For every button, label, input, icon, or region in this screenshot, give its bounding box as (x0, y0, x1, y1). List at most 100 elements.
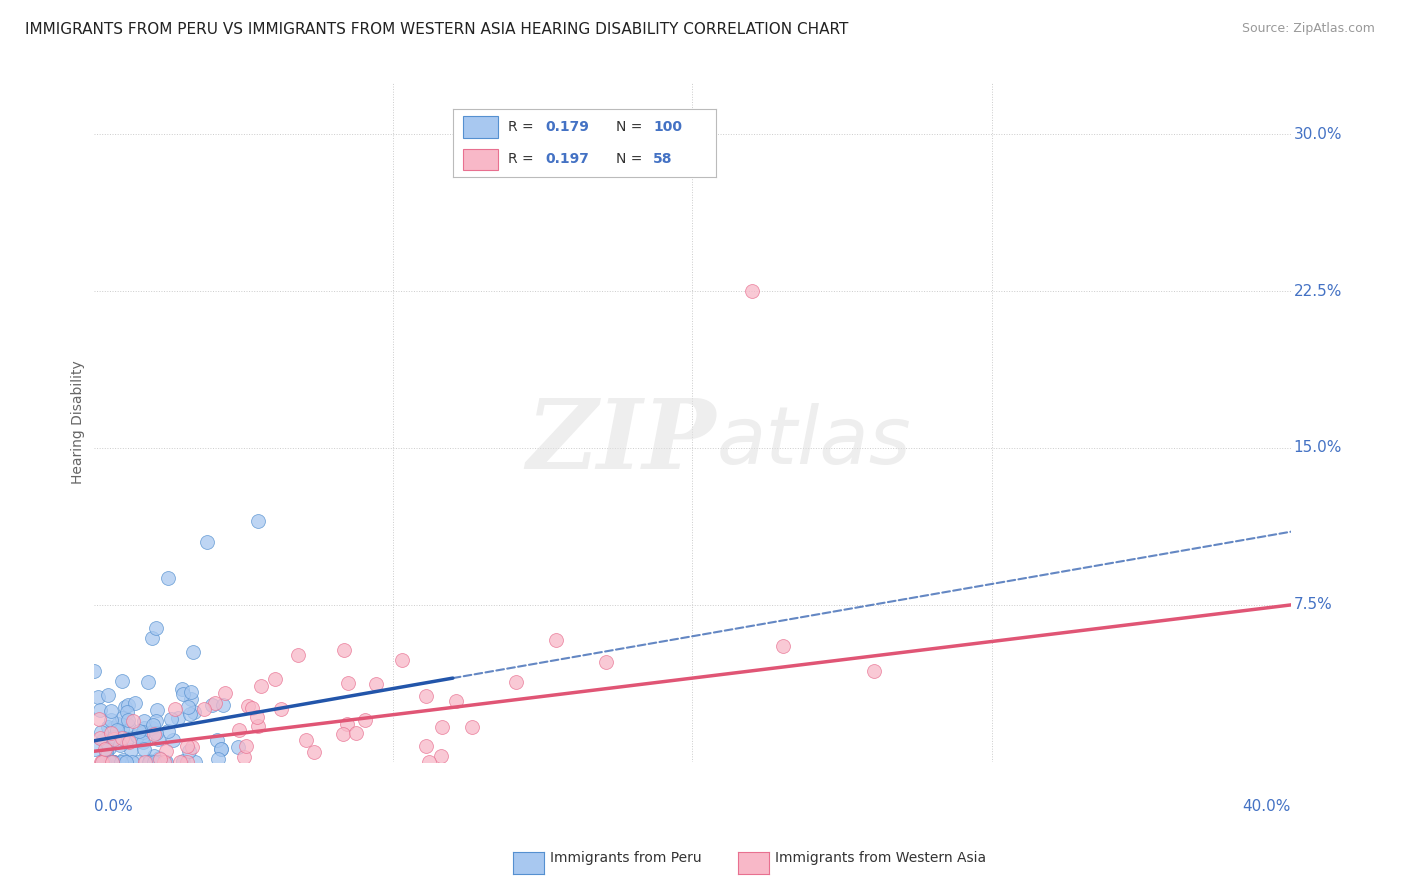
Point (90, 755, 112, 769)
Point (146, 731, 169, 746)
Point (183, 706, 205, 720)
Point (180, 692, 202, 706)
Text: Source: ZipAtlas.com: Source: ZipAtlas.com (1241, 22, 1375, 36)
Point (209, 742, 232, 756)
Point (134, 755, 156, 769)
Point (111, 674, 134, 689)
Point (115, 705, 138, 719)
Point (505, 675, 527, 690)
Point (118, 734, 141, 748)
Text: 30.0%: 30.0% (1294, 127, 1341, 142)
Point (155, 744, 177, 758)
Point (138, 755, 160, 769)
Point (204, 696, 226, 710)
Point (101, 755, 124, 769)
Point (333, 642, 356, 657)
Point (83, 664, 105, 678)
Point (101, 721, 124, 735)
Text: 22.5%: 22.5% (1294, 284, 1341, 299)
Point (103, 730, 125, 744)
Point (155, 755, 177, 769)
Point (167, 710, 190, 724)
Point (114, 755, 136, 769)
Point (141, 722, 163, 736)
Point (103, 755, 125, 769)
Point (200, 698, 222, 712)
Point (180, 684, 202, 698)
Point (772, 639, 794, 653)
Point (181, 740, 204, 755)
Point (128, 723, 150, 738)
Point (142, 727, 165, 741)
Point (84, 742, 107, 756)
Point (122, 714, 145, 729)
Point (146, 755, 169, 769)
Point (354, 714, 377, 728)
Point (87, 712, 110, 726)
Point (226, 740, 249, 755)
Point (132, 735, 155, 749)
Point (366, 676, 388, 690)
Point (146, 703, 169, 717)
Point (143, 755, 166, 769)
Point (120, 743, 142, 757)
Point (145, 725, 167, 739)
Point (115, 734, 138, 748)
Point (132, 742, 155, 756)
Point (131, 732, 153, 747)
Point (238, 699, 260, 714)
Point (741, 284, 763, 298)
Point (111, 711, 134, 725)
Point (332, 727, 354, 741)
Point (134, 721, 156, 735)
Point (162, 732, 184, 747)
Text: Immigrants from Western Asia: Immigrants from Western Asia (775, 851, 986, 865)
Point (98, 755, 121, 769)
Point (115, 755, 138, 769)
Point (176, 755, 198, 769)
Point (156, 723, 179, 738)
Point (246, 719, 269, 733)
Text: Immigrants from Peru: Immigrants from Peru (550, 851, 702, 865)
Point (157, 571, 180, 585)
Point (143, 748, 166, 763)
Point (179, 706, 201, 721)
Point (90, 755, 112, 769)
Point (89, 731, 111, 745)
Point (101, 755, 124, 769)
Point (242, 701, 264, 715)
Point (111, 753, 134, 767)
Point (146, 755, 169, 769)
Point (172, 754, 194, 768)
Point (89, 703, 111, 717)
Point (172, 682, 194, 697)
Y-axis label: Hearing Disability: Hearing Disability (72, 360, 86, 483)
Point (172, 687, 194, 701)
Point (111, 731, 134, 746)
Point (214, 686, 236, 700)
Point (91, 733, 114, 747)
Point (153, 755, 176, 769)
Point (110, 755, 132, 769)
Point (124, 696, 146, 710)
Point (90, 724, 112, 739)
Point (211, 698, 233, 713)
Point (228, 723, 250, 737)
Point (141, 718, 163, 732)
Point (125, 729, 148, 743)
Point (863, 664, 886, 678)
Point (336, 716, 359, 731)
Point (127, 755, 149, 769)
Point (344, 726, 367, 740)
Point (193, 702, 215, 716)
Point (103, 755, 125, 769)
Point (165, 702, 187, 716)
Point (247, 514, 270, 528)
Point (114, 700, 136, 714)
Point (136, 675, 159, 690)
Point (117, 698, 139, 713)
Point (249, 679, 271, 693)
Point (115, 755, 138, 769)
Point (100, 755, 122, 769)
Point (302, 745, 325, 759)
